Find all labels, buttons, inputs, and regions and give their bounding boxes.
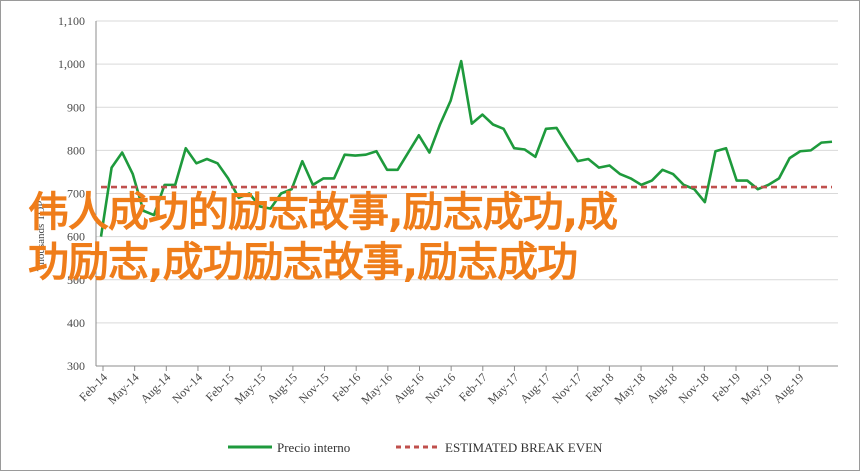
x-tick-label: Aug-14: [138, 370, 174, 406]
axes: [95, 21, 838, 371]
y-tick-label: 800: [67, 143, 85, 157]
y-tick-label: 700: [67, 187, 85, 201]
legend-label-precio-interno: Precio interno: [277, 440, 350, 455]
x-tick-label: May-14: [105, 370, 142, 407]
y-tick-labels: 300 400 500 600 700 800 900 1,000 1,100: [58, 14, 85, 373]
x-tick-labels: Feb-14May-14Aug-14Nov-14Feb-15May-15Aug-…: [76, 370, 806, 407]
x-tick-label: Feb-15: [203, 370, 237, 404]
x-tick-label: May-15: [232, 370, 269, 407]
x-tick-label: Nov-18: [676, 370, 712, 406]
x-tick-label: Feb-14: [76, 370, 110, 404]
y-tick-label: 500: [67, 273, 85, 287]
y-tick-label: 900: [67, 100, 85, 114]
x-tick-label: Nov-14: [169, 370, 205, 406]
y-axis-label: Thousands TOP: [35, 201, 47, 272]
y-tick-label: 1,000: [58, 57, 85, 71]
legend: Precio interno ESTIMATED BREAK EVEN: [228, 440, 603, 455]
x-tick-label: May-18: [611, 370, 648, 407]
y-tick-label: 400: [67, 316, 85, 330]
series-line-precio-interno: [99, 59, 833, 237]
overlay-line-2: 功励志,成功励志故事,励志成功: [28, 238, 578, 286]
y-tick-label: 300: [67, 359, 85, 373]
legend-label-break-even: ESTIMATED BREAK EVEN: [445, 440, 603, 455]
x-tick-label: Feb-17: [456, 370, 490, 404]
x-tick-label: Aug-18: [644, 370, 680, 406]
x-tick-label: Aug-19: [771, 370, 807, 406]
x-tick-label: May-19: [738, 370, 775, 407]
x-tick-label: Feb-16: [329, 370, 363, 404]
y-tick-label: 600: [67, 230, 85, 244]
x-tick-label: May-16: [358, 370, 395, 407]
x-tick-label: Aug-15: [264, 370, 300, 406]
series-group: [99, 59, 833, 237]
x-tick-label: Nov-17: [549, 370, 585, 406]
overlay-line-1: 伟人成功的励志故事,励志成功,成: [28, 188, 618, 236]
x-tick-label: Aug-17: [517, 370, 553, 406]
y-tick-label: 1,100: [58, 14, 85, 28]
x-tick-label: Feb-19: [709, 370, 743, 404]
x-tick-label: Feb-18: [583, 370, 617, 404]
x-tick-label: Aug-16: [391, 370, 427, 406]
watermark-overlay-text: 伟人成功的励志故事,励志成功,成 功励志,成功励志故事,励志成功: [28, 187, 828, 287]
x-tick-label: May-17: [485, 370, 522, 407]
x-tick-label: Nov-15: [296, 370, 332, 406]
x-tick-label: Nov-16: [422, 370, 458, 406]
